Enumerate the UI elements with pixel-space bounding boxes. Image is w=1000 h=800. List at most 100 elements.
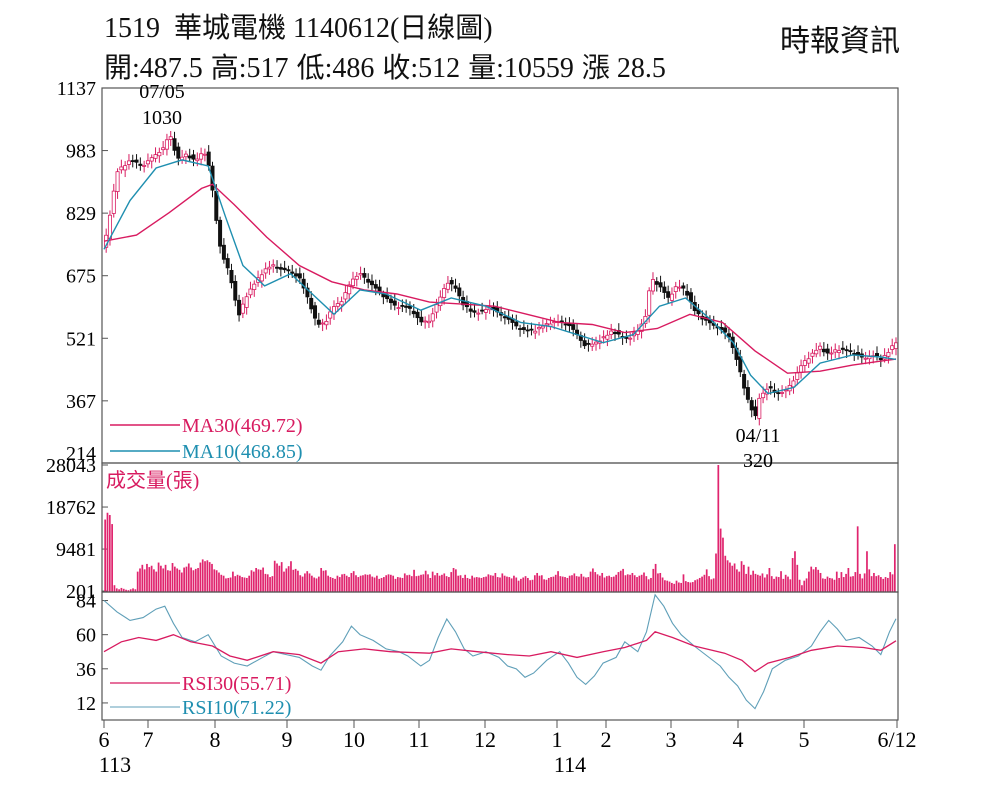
volume-bar [631, 572, 634, 592]
volume-bar [136, 571, 139, 592]
rsi30-line [103, 631, 897, 673]
volume-bar [153, 569, 155, 592]
volume-bar [155, 571, 158, 592]
volume-bar [810, 566, 813, 592]
candle-body [419, 316, 424, 323]
candle-body [138, 163, 143, 166]
volume-bar [139, 568, 141, 592]
rsi10-line [103, 593, 897, 710]
volume-bar [362, 575, 364, 592]
price-high-date: 07/05 [139, 81, 185, 103]
volume-bar [369, 574, 371, 592]
volume-bar [494, 572, 497, 592]
volume-bar [612, 576, 615, 592]
candle-body [567, 323, 572, 327]
rsi30-legend: RSI30(55.71) [182, 673, 291, 695]
volume-bar [826, 576, 829, 592]
volume-bar [522, 577, 525, 592]
x-year-label: 114 [554, 752, 586, 777]
volume-bar [529, 580, 532, 592]
volume-bar [761, 573, 764, 592]
volume-bar [777, 577, 780, 592]
volume-bar [104, 519, 107, 592]
price-y-tick-label: 214 [66, 443, 96, 465]
candle-body [863, 357, 868, 360]
volume-bar [241, 577, 244, 592]
volume-bar [132, 588, 134, 592]
candle-body [829, 352, 834, 355]
volume-bar [257, 569, 260, 592]
x-month-label: 6/12 [877, 727, 916, 752]
rsi-y-tick-label: 84 [76, 591, 96, 613]
volume-bar [819, 572, 822, 592]
candle-body [833, 349, 838, 353]
candle-body [278, 267, 283, 270]
volume-bar [645, 576, 648, 592]
volume-bar [413, 569, 415, 592]
volume-bar [190, 567, 192, 592]
rsi-y-tick-label: 60 [76, 625, 96, 647]
volume-bar [891, 574, 894, 592]
low-value: 低:486 [296, 53, 375, 84]
volume-bar [343, 573, 346, 592]
ma10-line [103, 159, 897, 395]
volume-bar [232, 571, 234, 592]
volume-bar [515, 577, 518, 592]
ma30-legend: MA30(469.72) [182, 415, 303, 437]
volume-bar [673, 583, 676, 592]
candle-body [761, 392, 766, 399]
candle-body [407, 305, 412, 309]
candle-body [677, 286, 682, 289]
volume-bar [698, 577, 701, 592]
volume-bar [431, 571, 434, 592]
price-y-tick-label: 829 [66, 203, 96, 225]
volume-bar [424, 570, 427, 592]
candle-body [244, 296, 249, 308]
volume-bar [294, 568, 297, 592]
volume-bar [817, 569, 820, 592]
volume-bar [540, 575, 543, 592]
volume-bar [192, 570, 195, 592]
volume-bar [245, 577, 248, 592]
candle-body [134, 159, 139, 163]
volume-bar [812, 569, 815, 592]
chart-title: 1519 華城電機 1140612(日線圖) [104, 6, 493, 46]
volume-bar [441, 574, 443, 592]
candle-body [848, 350, 853, 353]
volume-bar [677, 582, 680, 592]
volume-bar [694, 580, 696, 592]
volume-bar [545, 579, 548, 592]
volume-bar [573, 573, 576, 592]
volume-bar [371, 576, 374, 592]
candle-body [514, 321, 519, 327]
volume-bar [766, 574, 768, 592]
candle-body [183, 153, 188, 158]
volume-bar [743, 564, 745, 592]
volume-bar [756, 574, 759, 592]
volume-bar [801, 585, 803, 592]
volume-bar [197, 567, 199, 592]
volume-bar [213, 569, 216, 592]
volume-bar [236, 574, 239, 592]
volume-bar [703, 574, 706, 592]
volume-bar [148, 567, 151, 592]
volume-bar [331, 577, 334, 592]
volume-bar [768, 567, 771, 592]
volume-bar [434, 575, 436, 592]
candle-body [442, 288, 447, 298]
volume-bar [538, 575, 541, 592]
volume-bar [167, 570, 169, 592]
candle-body [426, 320, 431, 324]
volume-bar [561, 576, 564, 592]
ma30-line [103, 183, 897, 374]
candle-body [533, 330, 538, 334]
price-high-value: 1030 [142, 107, 182, 129]
candle-body [673, 286, 678, 292]
volume-bar [633, 575, 636, 592]
volume-bar [524, 576, 527, 592]
volume-bar [592, 568, 594, 592]
volume-bar [482, 577, 485, 592]
volume-bar [357, 577, 360, 592]
candle-body [145, 160, 150, 165]
